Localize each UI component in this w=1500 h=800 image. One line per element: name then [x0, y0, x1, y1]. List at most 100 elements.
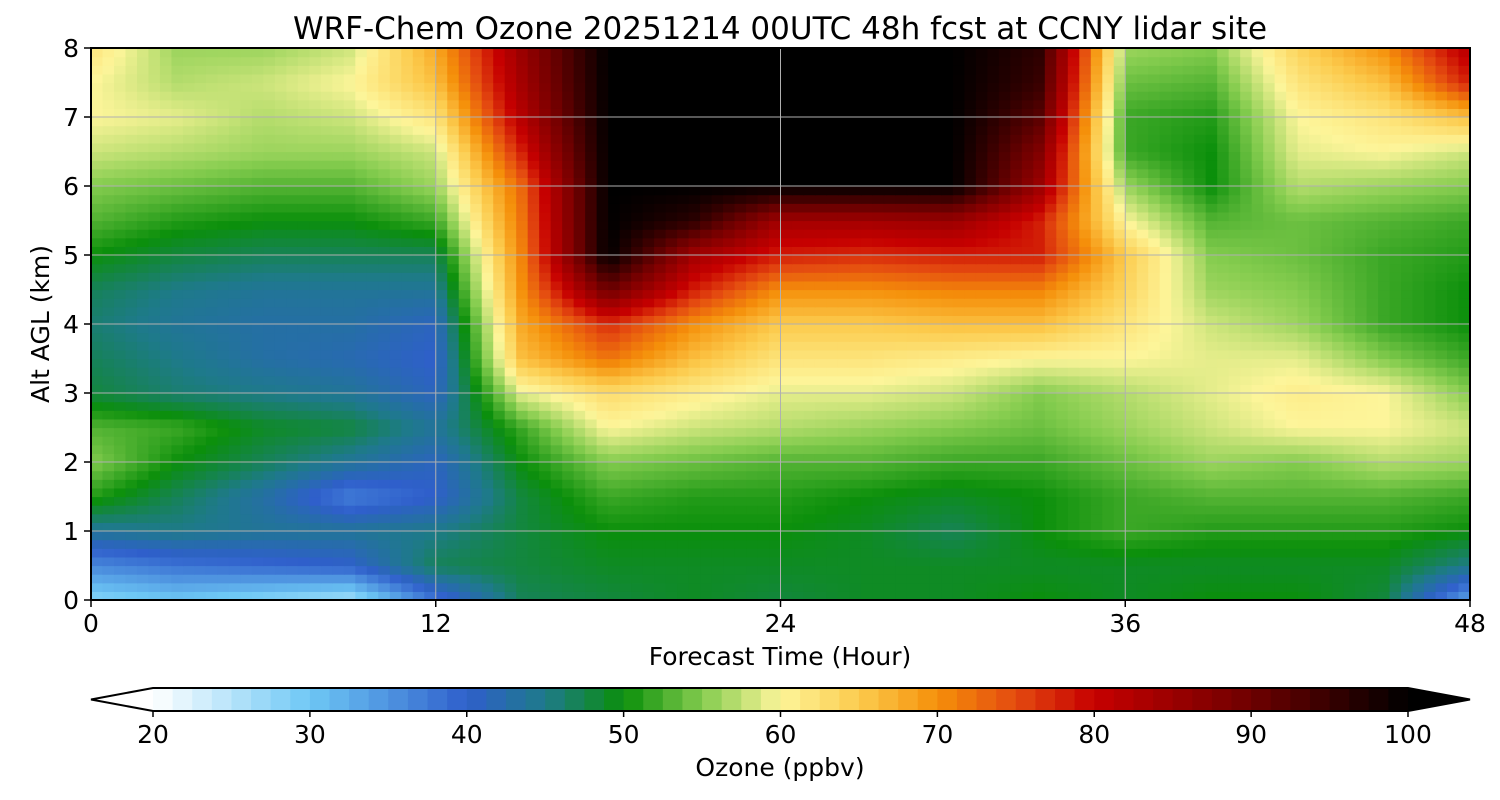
heatmap-cell: [711, 367, 724, 377]
heatmap-cell: [159, 479, 173, 489]
heatmap-cell: [1435, 453, 1448, 463]
heatmap-cell: [883, 246, 897, 256]
heatmap-cell: [975, 574, 988, 584]
heatmap-cell: [849, 358, 862, 368]
heatmap-cell: [1182, 246, 1195, 256]
heatmap-cell: [274, 298, 287, 308]
heatmap-cell: [91, 410, 104, 420]
heatmap-cell: [240, 367, 253, 377]
heatmap-cell: [1171, 410, 1184, 420]
heatmap-cell: [1286, 522, 1299, 532]
heatmap-cell: [826, 289, 839, 299]
heatmap-cell: [860, 496, 874, 506]
heatmap-cell: [918, 513, 931, 523]
heatmap-cell: [723, 436, 736, 446]
heatmap-cell: [481, 548, 494, 558]
heatmap-cell: [654, 332, 667, 342]
heatmap-cell: [780, 298, 793, 308]
heatmap-cell: [642, 324, 655, 334]
heatmap-cell: [217, 462, 230, 472]
heatmap-cell: [1136, 289, 1149, 299]
heatmap-cell: [964, 574, 977, 584]
heatmap-cell: [1240, 401, 1253, 411]
heatmap-cell: [470, 556, 483, 567]
heatmap-cell: [1378, 324, 1391, 334]
heatmap-cell: [1320, 341, 1333, 351]
heatmap-cell: [1447, 539, 1460, 549]
heatmap-cell: [343, 531, 356, 541]
heatmap-cell: [1286, 513, 1299, 523]
heatmap-cell: [780, 470, 793, 480]
heatmap-cell: [424, 418, 437, 429]
heatmap-cell: [849, 384, 862, 394]
heatmap-cell: [194, 393, 207, 403]
heatmap-cell: [1378, 298, 1391, 308]
heatmap-cell: [1194, 255, 1207, 265]
heatmap-cell: [1067, 315, 1080, 325]
heatmap-cell: [343, 453, 356, 463]
heatmap-cell: [1228, 565, 1241, 575]
heatmap-cell: [677, 410, 690, 420]
heatmap-cell: [205, 315, 219, 325]
heatmap-cell: [1286, 444, 1299, 454]
heatmap-cell: [274, 358, 287, 368]
heatmap-cell: [297, 375, 310, 385]
heatmap-cell: [780, 591, 793, 601]
heatmap-cell: [1010, 401, 1023, 411]
heatmap-cell: [550, 263, 563, 273]
heatmap-cell: [458, 427, 471, 437]
heatmap-cell: [642, 487, 655, 498]
heatmap-cell: [803, 505, 816, 515]
heatmap-cell: [803, 444, 816, 454]
heatmap-cell: [1309, 315, 1322, 325]
heatmap-cell: [251, 280, 264, 291]
heatmap-cell: [1366, 436, 1379, 446]
heatmap-cell: [1263, 453, 1276, 463]
heatmap-cell: [1389, 324, 1402, 334]
heatmap-cell: [757, 453, 770, 463]
heatmap-cell: [240, 574, 253, 584]
heatmap-cell: [1171, 289, 1184, 299]
heatmap-cell: [1217, 384, 1230, 394]
heatmap-cell: [148, 462, 161, 472]
heatmap-cell: [665, 324, 678, 334]
heatmap-cell: [872, 410, 885, 420]
heatmap-cell: [964, 591, 977, 601]
heatmap-cell: [1343, 332, 1356, 342]
heatmap-cell: [481, 427, 494, 437]
heatmap-cell: [929, 505, 942, 515]
heatmap-cell: [424, 298, 437, 308]
heatmap-cell: [171, 384, 184, 394]
heatmap-cell: [1458, 436, 1471, 446]
heatmap-cell: [746, 531, 759, 541]
heatmap-cell: [320, 393, 333, 403]
heatmap-cell: [746, 367, 759, 377]
heatmap-cell: [159, 427, 173, 437]
heatmap-cell: [1240, 298, 1253, 308]
heatmap-cell: [1056, 548, 1069, 558]
heatmap-cell: [642, 298, 655, 308]
heatmap-cell: [1205, 513, 1218, 523]
heatmap-cell: [906, 367, 919, 377]
heatmap-cell: [1458, 513, 1471, 523]
heatmap-cell: [1332, 315, 1345, 325]
heatmap-cell: [883, 556, 897, 567]
heatmap-cell: [1309, 332, 1322, 342]
heatmap-cell: [929, 341, 942, 351]
heatmap-cell: [608, 384, 621, 394]
heatmap-cell: [642, 401, 655, 411]
heatmap-cell: [585, 263, 598, 273]
heatmap-cell: [1102, 410, 1115, 420]
heatmap-cell: [1424, 384, 1437, 394]
heatmap-cell: [814, 462, 828, 472]
heatmap-cell: [1113, 349, 1126, 360]
heatmap-cell: [539, 505, 552, 515]
heatmap-cell: [1355, 384, 1368, 394]
heatmap-cell: [1125, 263, 1138, 273]
heatmap-cell: [1182, 358, 1195, 368]
heatmap-cell: [263, 384, 276, 394]
heatmap-cell: [952, 298, 965, 308]
heatmap-cell: [1435, 410, 1448, 420]
heatmap-cell: [1010, 505, 1023, 515]
heatmap-cell: [1343, 393, 1356, 403]
